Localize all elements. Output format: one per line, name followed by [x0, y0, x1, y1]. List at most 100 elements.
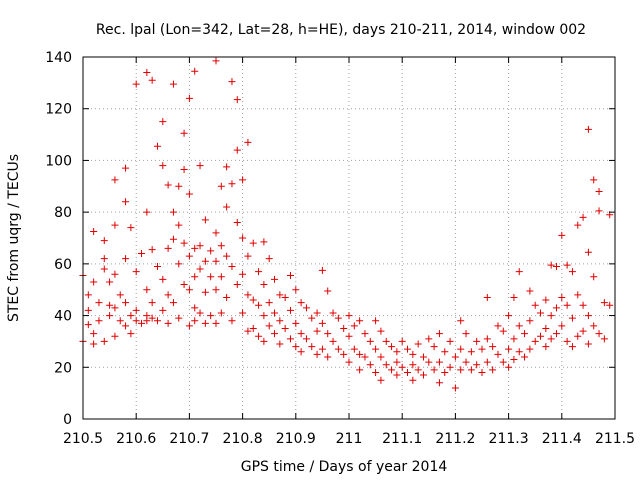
data-point — [547, 312, 555, 320]
x-tick-label: 211.5 — [595, 431, 635, 447]
y-tick-label: 140 — [45, 50, 72, 66]
data-point — [217, 309, 225, 317]
data-point — [356, 366, 364, 374]
data-point — [95, 317, 103, 325]
data-point — [239, 270, 247, 278]
y-tick-label: 100 — [45, 153, 72, 169]
data-point — [132, 268, 140, 276]
data-point — [180, 129, 188, 137]
data-point — [244, 138, 252, 146]
data-point — [196, 162, 204, 170]
y-axis-label: STEC from uqrg / TECUs — [6, 154, 22, 322]
data-point — [116, 291, 124, 299]
data-point — [595, 187, 603, 195]
data-point — [271, 330, 279, 338]
data-point — [308, 343, 316, 351]
data-point — [297, 348, 305, 356]
data-point — [377, 376, 385, 384]
data-point — [574, 291, 582, 299]
data-point — [324, 330, 332, 338]
data-point — [90, 278, 98, 286]
data-point — [153, 317, 161, 325]
data-point — [169, 80, 177, 88]
data-point — [302, 335, 310, 343]
y-axis-tick-labels: 0 20 40 60 80 100 120 140 — [45, 50, 72, 428]
data-point — [441, 368, 449, 376]
data-point — [265, 299, 273, 307]
data-point — [324, 353, 332, 361]
data-point — [159, 162, 167, 170]
data-point — [191, 67, 199, 75]
data-point — [467, 348, 475, 356]
data-point — [595, 330, 603, 338]
data-point — [499, 327, 507, 335]
data-point — [260, 238, 268, 246]
data-point — [100, 265, 108, 273]
data-point — [212, 286, 220, 294]
data-point — [292, 286, 300, 294]
data-point — [521, 353, 529, 361]
data-point — [441, 348, 449, 356]
data-point — [425, 335, 433, 343]
data-point — [457, 317, 465, 325]
data-point — [175, 260, 183, 268]
data-point — [489, 343, 497, 351]
y-tick-label: 0 — [63, 412, 72, 428]
data-point — [106, 278, 114, 286]
data-point — [217, 273, 225, 281]
data-point — [138, 319, 146, 327]
data-point — [473, 337, 481, 345]
data-point — [116, 317, 124, 325]
data-point — [143, 208, 151, 216]
data-point — [127, 312, 135, 320]
data-point — [212, 319, 220, 327]
data-points — [79, 57, 614, 392]
data-point — [159, 306, 167, 314]
data-point — [84, 321, 92, 329]
data-point — [382, 337, 390, 345]
x-axis-label: GPS time / Days of year 2014 — [241, 459, 448, 475]
data-point — [345, 312, 353, 320]
data-point — [153, 142, 161, 150]
data-point — [430, 366, 438, 374]
data-point — [159, 118, 167, 126]
data-point — [388, 366, 396, 374]
x-tick-label: 211.2 — [435, 431, 475, 447]
data-point — [334, 314, 342, 322]
data-point — [515, 268, 523, 276]
data-point — [584, 125, 592, 133]
data-point — [212, 57, 220, 65]
data-point — [185, 252, 193, 260]
data-point — [510, 335, 518, 343]
data-point — [398, 363, 406, 371]
data-point — [148, 299, 156, 307]
data-point — [478, 368, 486, 376]
data-point — [90, 228, 98, 236]
data-point — [494, 350, 502, 358]
data-point — [233, 146, 241, 154]
data-point — [122, 164, 130, 172]
data-point — [313, 309, 321, 317]
data-point — [451, 384, 459, 392]
data-point — [489, 366, 497, 374]
data-point — [579, 327, 587, 335]
data-point — [345, 358, 353, 366]
data-point — [286, 271, 294, 279]
data-point — [372, 345, 380, 353]
data-point — [590, 176, 598, 184]
data-point — [515, 322, 523, 330]
data-point — [249, 239, 257, 247]
data-point — [425, 358, 433, 366]
data-point — [84, 306, 92, 314]
data-point — [223, 252, 231, 260]
data-point — [292, 343, 300, 351]
data-point — [552, 330, 560, 338]
x-tick-label: 211 — [336, 431, 363, 447]
data-point — [148, 314, 156, 322]
data-point — [473, 361, 481, 369]
data-point — [393, 358, 401, 366]
data-point — [302, 304, 310, 312]
data-point — [223, 203, 231, 211]
data-point — [111, 176, 119, 184]
data-point — [260, 281, 268, 289]
